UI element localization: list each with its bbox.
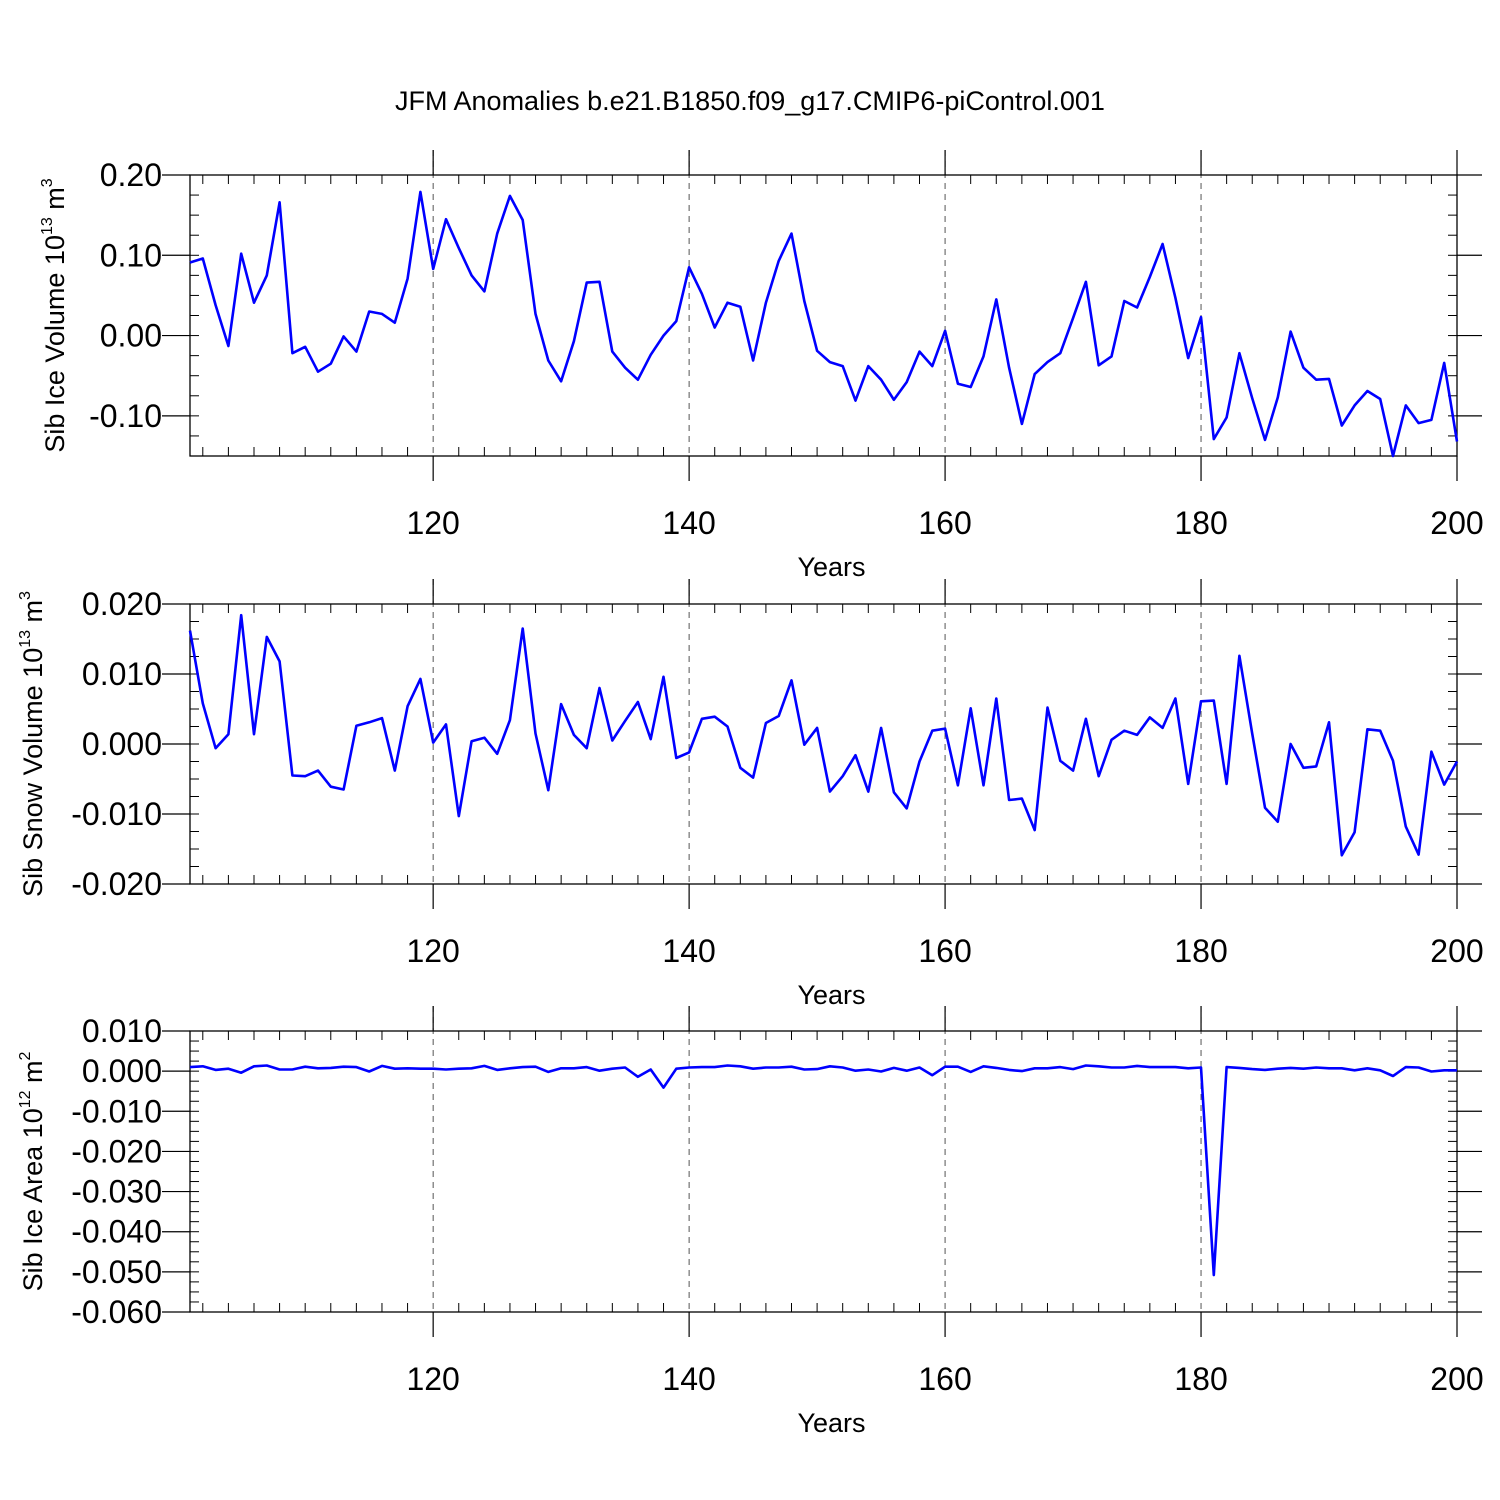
plot-frame [189,1030,1458,1313]
x-tick-label: 120 [406,1361,459,1397]
plot-frame [189,174,1458,457]
series-line [188,613,1459,857]
series-line [189,1064,1457,1277]
y-tick-label: 0.010 [82,1013,162,1049]
chart-panel-1: 120 140 160 180 200 0.20 0.10 0.00 -0.10 Years Sib… [39,150,1484,582]
y-axis-label: Sib Ice Volume 1013 m3 [39,178,70,452]
series-line [189,190,1459,458]
x-axis-label: Years [797,552,865,582]
x-tick-label: 120 [406,505,459,541]
y-tick-label: -0.050 [71,1254,162,1290]
y-tick-label: 0.10 [100,237,162,273]
x-tick-label: 200 [1430,1361,1483,1397]
page-title: JFM Anomalies b.e21.B1850.f09_g17.CMIP6-… [395,86,1105,116]
x-axis-label: Years [797,1408,865,1438]
y-tick-label: 0.010 [82,656,162,692]
x-tick-label: 140 [662,505,715,541]
y-tick-label: 0.20 [100,157,162,193]
y-tick-label: -0.020 [71,1133,162,1169]
y-tick-label: -0.010 [71,1093,162,1129]
x-tick-label: 160 [918,1361,971,1397]
x-tick-label: 120 [406,933,459,969]
y-tick-label: 0.00 [100,318,162,354]
plot-frame [189,603,1458,885]
x-tick-label: 160 [918,933,971,969]
chart-panel-2: 120 140 160 180 200 0.020 0.010 0.000 -0.010 -0.0… [17,579,1484,1010]
x-tick-label: 160 [918,505,971,541]
y-tick-label: -0.040 [71,1214,162,1250]
x-tick-label: 180 [1174,933,1227,969]
x-tick-label: 140 [662,933,715,969]
y-axis-label: Sib Ice Area 1012 m2 [17,1051,48,1291]
y-tick-label: -0.10 [89,398,162,434]
y-tick-label: 0.000 [82,726,162,762]
chart-panel-3: 120 140 160 180 200 0.010 0.000 -0.010 -0.020 -0.… [17,1006,1484,1438]
x-tick-label: 180 [1174,505,1227,541]
y-tick-label: -0.020 [71,866,162,902]
y-axis-label: Sib Snow Volume 1013 m3 [17,591,48,897]
x-tick-label: 140 [662,1361,715,1397]
y-tick-label: 0.000 [82,1053,162,1089]
x-tick-label: 200 [1430,505,1483,541]
x-axis-label: Years [797,980,865,1010]
x-tick-label: 180 [1174,1361,1227,1397]
y-tick-label: -0.060 [71,1294,162,1330]
x-tick-label: 200 [1430,933,1483,969]
y-tick-label: 0.020 [82,586,162,622]
y-tick-label: -0.010 [71,796,162,832]
y-tick-label: -0.030 [71,1174,162,1210]
